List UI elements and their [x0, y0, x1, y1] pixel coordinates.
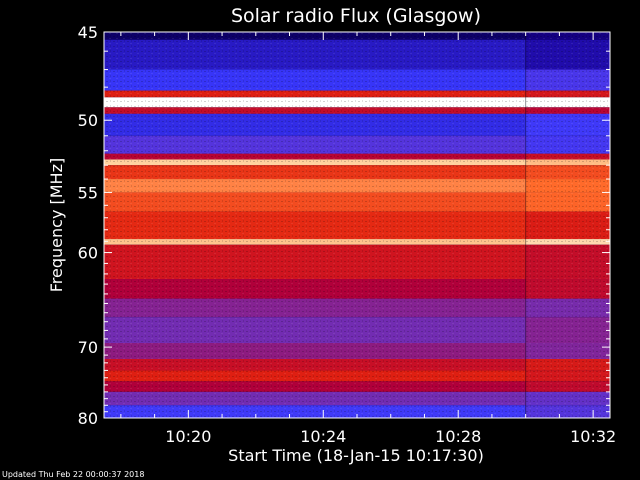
x-tick-label: 10:32 [570, 427, 616, 446]
y-tick-label: 80 [78, 409, 98, 428]
y-axis-label: Frequency [MHz] [47, 158, 66, 292]
plot-area [103, 31, 611, 419]
x-tick-label: 10:20 [165, 427, 211, 446]
chart-title: Solar radio Flux (Glasgow) [231, 5, 481, 27]
x-tick-label: 10:28 [435, 427, 481, 446]
y-tick-label: 60 [78, 244, 98, 263]
y-tick-label: 55 [78, 183, 98, 202]
y-axis: 45 50 55 60 70 80 [78, 23, 610, 428]
x-axis: 10:20 10:24 10:28 10:32 [120, 32, 616, 446]
updated-timestamp: Updated Thu Feb 22 00:00:37 2018 [2, 470, 145, 479]
y-tick-label: 50 [78, 111, 98, 130]
spectrogram-texture [104, 32, 610, 418]
y-tick-label: 70 [78, 338, 98, 357]
x-axis-label: Start Time (18-Jan-15 10:17:30) [228, 446, 484, 465]
x-tick-label: 10:24 [300, 427, 346, 446]
y-tick-label: 45 [78, 23, 98, 42]
